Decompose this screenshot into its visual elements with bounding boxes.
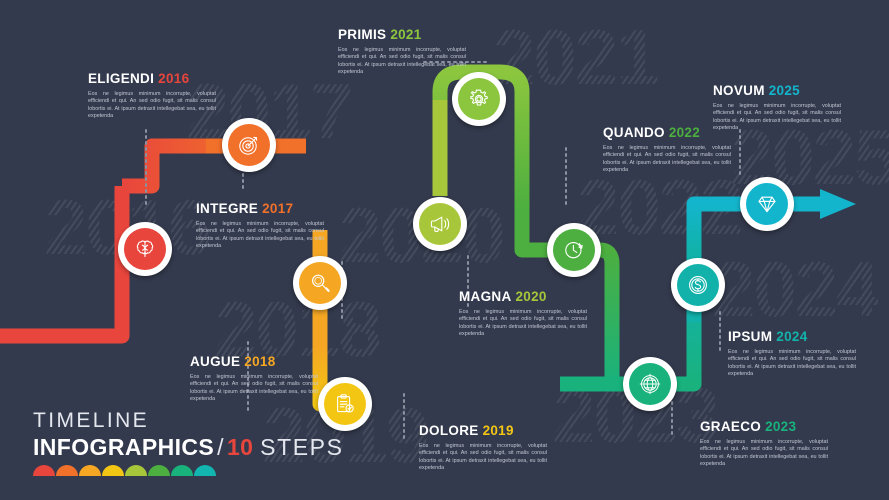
step-block-eligendi[interactable]: ELIGENDI 2016 Eos ne legimus minimum inco… — [88, 72, 216, 121]
step-node-primis[interactable] — [452, 72, 506, 126]
brand-swatch-2 — [56, 465, 78, 476]
brand-swatch-8 — [194, 465, 216, 476]
step-body: Eos ne legimus minimum incorrupte, volup… — [419, 443, 547, 472]
globe-icon — [639, 373, 661, 395]
step-title: INTEGRE — [196, 201, 259, 216]
step-title: AUGUE — [190, 354, 241, 369]
gear-icon — [470, 89, 488, 106]
brand-swatch-5 — [125, 465, 147, 476]
step-body: Eos ne legimus minimum incorrupte, volup… — [88, 91, 216, 120]
brand-swatch-1 — [33, 465, 55, 476]
step-body: Eos ne legimus minimum incorrupte, volup… — [190, 374, 318, 403]
magnifier-icon — [311, 274, 330, 292]
step-node-dolore[interactable] — [318, 377, 372, 431]
diamond-icon — [758, 196, 776, 213]
path-arrow-head — [820, 189, 856, 219]
step-block-integre[interactable]: INTEGRE 2017 Eos ne legimus minimum incor… — [196, 202, 324, 251]
step-block-graeco[interactable]: GRAECO 2023 Eos ne legimus minimum incorr… — [700, 420, 828, 469]
step-body: Eos ne legimus minimum incorrupte, volup… — [728, 349, 856, 378]
footer-steps-word: STEPS — [260, 434, 344, 460]
step-title: QUANDO — [603, 125, 665, 140]
footer-line-timeline: TIMELINE — [33, 409, 150, 432]
footer-count: 10 — [226, 434, 254, 460]
step-node-quando[interactable] — [547, 223, 601, 277]
step-year: 2022 — [668, 125, 701, 140]
brain-icon — [136, 240, 154, 258]
footer-title-group: TIMELINE INFOGRAPHICS/10 STEPS — [33, 409, 344, 476]
step-node-eligendi[interactable] — [118, 222, 172, 276]
step-block-magna[interactable]: MAGNA 2020 Eos ne legimus minimum incorru… — [459, 290, 587, 339]
step-title: ELIGENDI — [88, 71, 155, 86]
brand-swatch-4 — [102, 465, 124, 476]
step-title: MAGNA — [459, 289, 512, 304]
target-icon — [239, 136, 258, 155]
step-title: NOVUM — [713, 83, 765, 98]
step-body: Eos ne legimus minimum incorrupte, volup… — [713, 103, 841, 132]
step-block-dolore[interactable]: DOLORE 2019 Eos ne legimus minimum incorr… — [419, 424, 547, 473]
step-block-quando[interactable]: QUANDO 2022 Eos ne legimus minimum incorr… — [603, 126, 731, 175]
step-body: Eos ne legimus minimum incorrupte, volup… — [196, 221, 324, 250]
step-title: DOLORE — [419, 423, 479, 438]
step-node-integre[interactable] — [222, 118, 276, 172]
step-heading: ELIGENDI 2016 — [88, 72, 216, 86]
step-title: IPSUM — [728, 329, 773, 344]
step-heading: QUANDO 2022 — [603, 126, 731, 140]
brand-color-swatches — [33, 465, 344, 476]
step-year: 2023 — [765, 419, 797, 434]
footer-slash: / — [217, 434, 224, 460]
step-year: 2020 — [515, 289, 547, 304]
step-heading: IPSUM 2024 — [728, 330, 856, 344]
step-block-ipsum[interactable]: IPSUM 2024 Eos ne legimus minimum incorru… — [728, 330, 856, 379]
step-node-ipsum[interactable] — [671, 258, 725, 312]
step-node-magna[interactable] — [413, 197, 467, 251]
step-heading: GRAECO 2023 — [700, 420, 828, 434]
step-node-graeco[interactable] — [623, 357, 677, 411]
clock-icon — [565, 242, 583, 259]
step-block-novum[interactable]: NOVUM 2025 Eos ne legimus minimum incorru… — [713, 84, 841, 133]
step-year: 2018 — [244, 354, 276, 369]
step-node-augue[interactable] — [293, 256, 347, 310]
step-title: PRIMIS — [338, 27, 387, 42]
step-body: Eos ne legimus minimum incorrupte, volup… — [700, 439, 828, 468]
step-heading: MAGNA 2020 — [459, 290, 587, 304]
step-heading: PRIMIS 2021 — [338, 28, 466, 42]
step-year: 2025 — [768, 83, 800, 98]
step-year: 2016 — [158, 71, 190, 86]
dollar-coin-icon — [689, 276, 707, 294]
step-heading: DOLORE 2019 — [419, 424, 547, 438]
step-body: Eos ne legimus minimum incorrupte, volup… — [459, 309, 587, 338]
step-heading: AUGUE 2018 — [190, 355, 318, 369]
footer-infographics-word: INFOGRAPHICS — [33, 434, 215, 460]
megaphone-icon — [430, 216, 450, 232]
step-heading: NOVUM 2025 — [713, 84, 841, 98]
step-block-primis[interactable]: PRIMIS 2021 Eos ne legimus minimum incorr… — [338, 28, 466, 77]
clipboard-check-icon — [337, 394, 354, 413]
step-year: 2021 — [390, 27, 422, 42]
step-title: GRAECO — [700, 419, 762, 434]
step-body: Eos ne legimus minimum incorrupte, volup… — [338, 47, 466, 76]
step-year: 2017 — [262, 201, 294, 216]
step-block-augue[interactable]: AUGUE 2018 Eos ne legimus minimum incorru… — [190, 355, 318, 404]
footer-line-infographics: INFOGRAPHICS/10 STEPS — [33, 434, 344, 461]
step-body: Eos ne legimus minimum incorrupte, volup… — [603, 145, 731, 174]
step-heading: INTEGRE 2017 — [196, 202, 324, 216]
step-year: 2019 — [482, 423, 514, 438]
step-node-novum[interactable] — [740, 177, 794, 231]
brand-swatch-7 — [171, 465, 193, 476]
brand-swatch-6 — [148, 465, 170, 476]
step-year: 2024 — [776, 329, 808, 344]
brand-swatch-3 — [79, 465, 101, 476]
